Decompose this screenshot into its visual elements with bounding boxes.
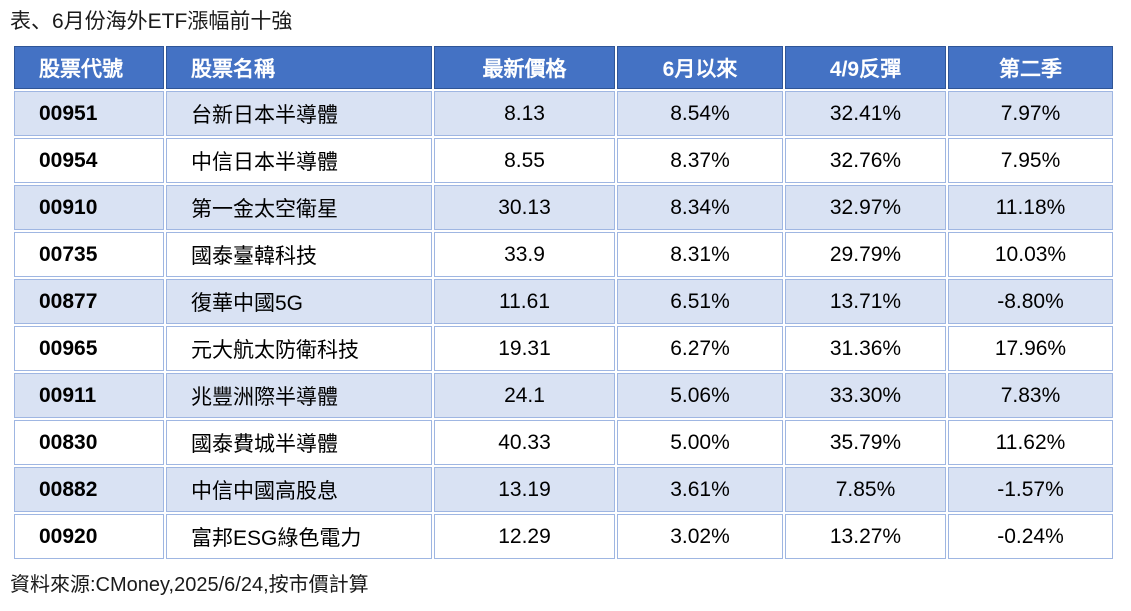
cell-price: 8.13 xyxy=(434,91,615,136)
cell-price: 24.1 xyxy=(434,373,615,418)
cell-q2: 10.03% xyxy=(948,232,1113,277)
cell-rebound-409: 29.79% xyxy=(785,232,946,277)
cell-price: 19.31 xyxy=(434,326,615,371)
cell-rebound-409: 31.36% xyxy=(785,326,946,371)
cell-code: 00882 xyxy=(14,467,164,512)
cell-price: 12.29 xyxy=(434,514,615,559)
table-body: 00951 台新日本半導體 8.13 8.54% 32.41% 7.97% 00954 中信日… xyxy=(14,91,1113,559)
cell-since-june: 6.51% xyxy=(617,279,783,324)
table-row: 00735 國泰臺韓科技 33.9 8.31% 29.79% 10.03% xyxy=(14,232,1113,277)
cell-price: 40.33 xyxy=(434,420,615,465)
cell-since-june: 8.31% xyxy=(617,232,783,277)
cell-price: 30.13 xyxy=(434,185,615,230)
table-row: 00965 元大航太防衛科技 19.31 6.27% 31.36% 17.96% xyxy=(14,326,1113,371)
cell-rebound-409: 13.71% xyxy=(785,279,946,324)
cell-rebound-409: 35.79% xyxy=(785,420,946,465)
cell-code: 00877 xyxy=(14,279,164,324)
cell-price: 13.19 xyxy=(434,467,615,512)
table-row: 00911 兆豐洲際半導體 24.1 5.06% 33.30% 7.83% xyxy=(14,373,1113,418)
etf-gainers-table: 股票代號 股票名稱 最新價格 6月以來 4/9反彈 第二季 00951 台新日本半導體 8.1… xyxy=(12,44,1115,561)
cell-name: 中信日本半導體 xyxy=(166,138,432,183)
cell-q2: 11.62% xyxy=(948,420,1113,465)
cell-since-june: 8.54% xyxy=(617,91,783,136)
cell-q2: 7.95% xyxy=(948,138,1113,183)
table-header: 股票代號 股票名稱 最新價格 6月以來 4/9反彈 第二季 xyxy=(14,46,1113,89)
column-header-rebound-409: 4/9反彈 xyxy=(785,46,946,89)
cell-rebound-409: 32.97% xyxy=(785,185,946,230)
cell-name: 兆豐洲際半導體 xyxy=(166,373,432,418)
cell-code: 00920 xyxy=(14,514,164,559)
cell-q2: 17.96% xyxy=(948,326,1113,371)
cell-name: 國泰費城半導體 xyxy=(166,420,432,465)
table-title: 表、6月份海外ETF漲幅前十強 xyxy=(10,10,293,33)
cell-rebound-409: 13.27% xyxy=(785,514,946,559)
column-header-price: 最新價格 xyxy=(434,46,615,89)
cell-name: 第一金太空衛星 xyxy=(166,185,432,230)
cell-since-june: 6.27% xyxy=(617,326,783,371)
cell-name: 台新日本半導體 xyxy=(166,91,432,136)
table-row: 00882 中信中國高股息 13.19 3.61% 7.85% -1.57% xyxy=(14,467,1113,512)
cell-code: 00954 xyxy=(14,138,164,183)
cell-name: 富邦ESG綠色電力 xyxy=(166,514,432,559)
cell-name: 元大航太防衛科技 xyxy=(166,326,432,371)
cell-code: 00965 xyxy=(14,326,164,371)
column-header-since-june: 6月以來 xyxy=(617,46,783,89)
cell-since-june: 3.61% xyxy=(617,467,783,512)
cell-price: 11.61 xyxy=(434,279,615,324)
table-row: 00877 復華中國5G 11.61 6.51% 13.71% -8.80% xyxy=(14,279,1113,324)
cell-price: 8.55 xyxy=(434,138,615,183)
cell-q2: 7.83% xyxy=(948,373,1113,418)
cell-code: 00735 xyxy=(14,232,164,277)
cell-rebound-409: 32.41% xyxy=(785,91,946,136)
cell-code: 00910 xyxy=(14,185,164,230)
column-header-code: 股票代號 xyxy=(14,46,164,89)
cell-q2: -8.80% xyxy=(948,279,1113,324)
cell-rebound-409: 7.85% xyxy=(785,467,946,512)
cell-q2: 7.97% xyxy=(948,91,1113,136)
table-row: 00910 第一金太空衛星 30.13 8.34% 32.97% 11.18% xyxy=(14,185,1113,230)
source-note: 資料來源:CMoney,2025/6/24,按市價計算 xyxy=(10,574,369,596)
table-row: 00830 國泰費城半導體 40.33 5.00% 35.79% 11.62% xyxy=(14,420,1113,465)
cell-name: 國泰臺韓科技 xyxy=(166,232,432,277)
column-header-q2: 第二季 xyxy=(948,46,1113,89)
cell-since-june: 8.37% xyxy=(617,138,783,183)
cell-code: 00830 xyxy=(14,420,164,465)
cell-q2: 11.18% xyxy=(948,185,1113,230)
cell-since-june: 5.00% xyxy=(617,420,783,465)
cell-name: 中信中國高股息 xyxy=(166,467,432,512)
header-row: 股票代號 股票名稱 最新價格 6月以來 4/9反彈 第二季 xyxy=(14,46,1113,89)
cell-rebound-409: 33.30% xyxy=(785,373,946,418)
cell-q2: -1.57% xyxy=(948,467,1113,512)
cell-price: 33.9 xyxy=(434,232,615,277)
cell-since-june: 8.34% xyxy=(617,185,783,230)
cell-since-june: 5.06% xyxy=(617,373,783,418)
cell-code: 00951 xyxy=(14,91,164,136)
table-row: 00920 富邦ESG綠色電力 12.29 3.02% 13.27% -0.24% xyxy=(14,514,1113,559)
cell-rebound-409: 32.76% xyxy=(785,138,946,183)
cell-code: 00911 xyxy=(14,373,164,418)
cell-name: 復華中國5G xyxy=(166,279,432,324)
cell-since-june: 3.02% xyxy=(617,514,783,559)
table-row: 00954 中信日本半導體 8.55 8.37% 32.76% 7.95% xyxy=(14,138,1113,183)
cell-q2: -0.24% xyxy=(948,514,1113,559)
table-row: 00951 台新日本半導體 8.13 8.54% 32.41% 7.97% xyxy=(14,91,1113,136)
column-header-name: 股票名稱 xyxy=(166,46,432,89)
